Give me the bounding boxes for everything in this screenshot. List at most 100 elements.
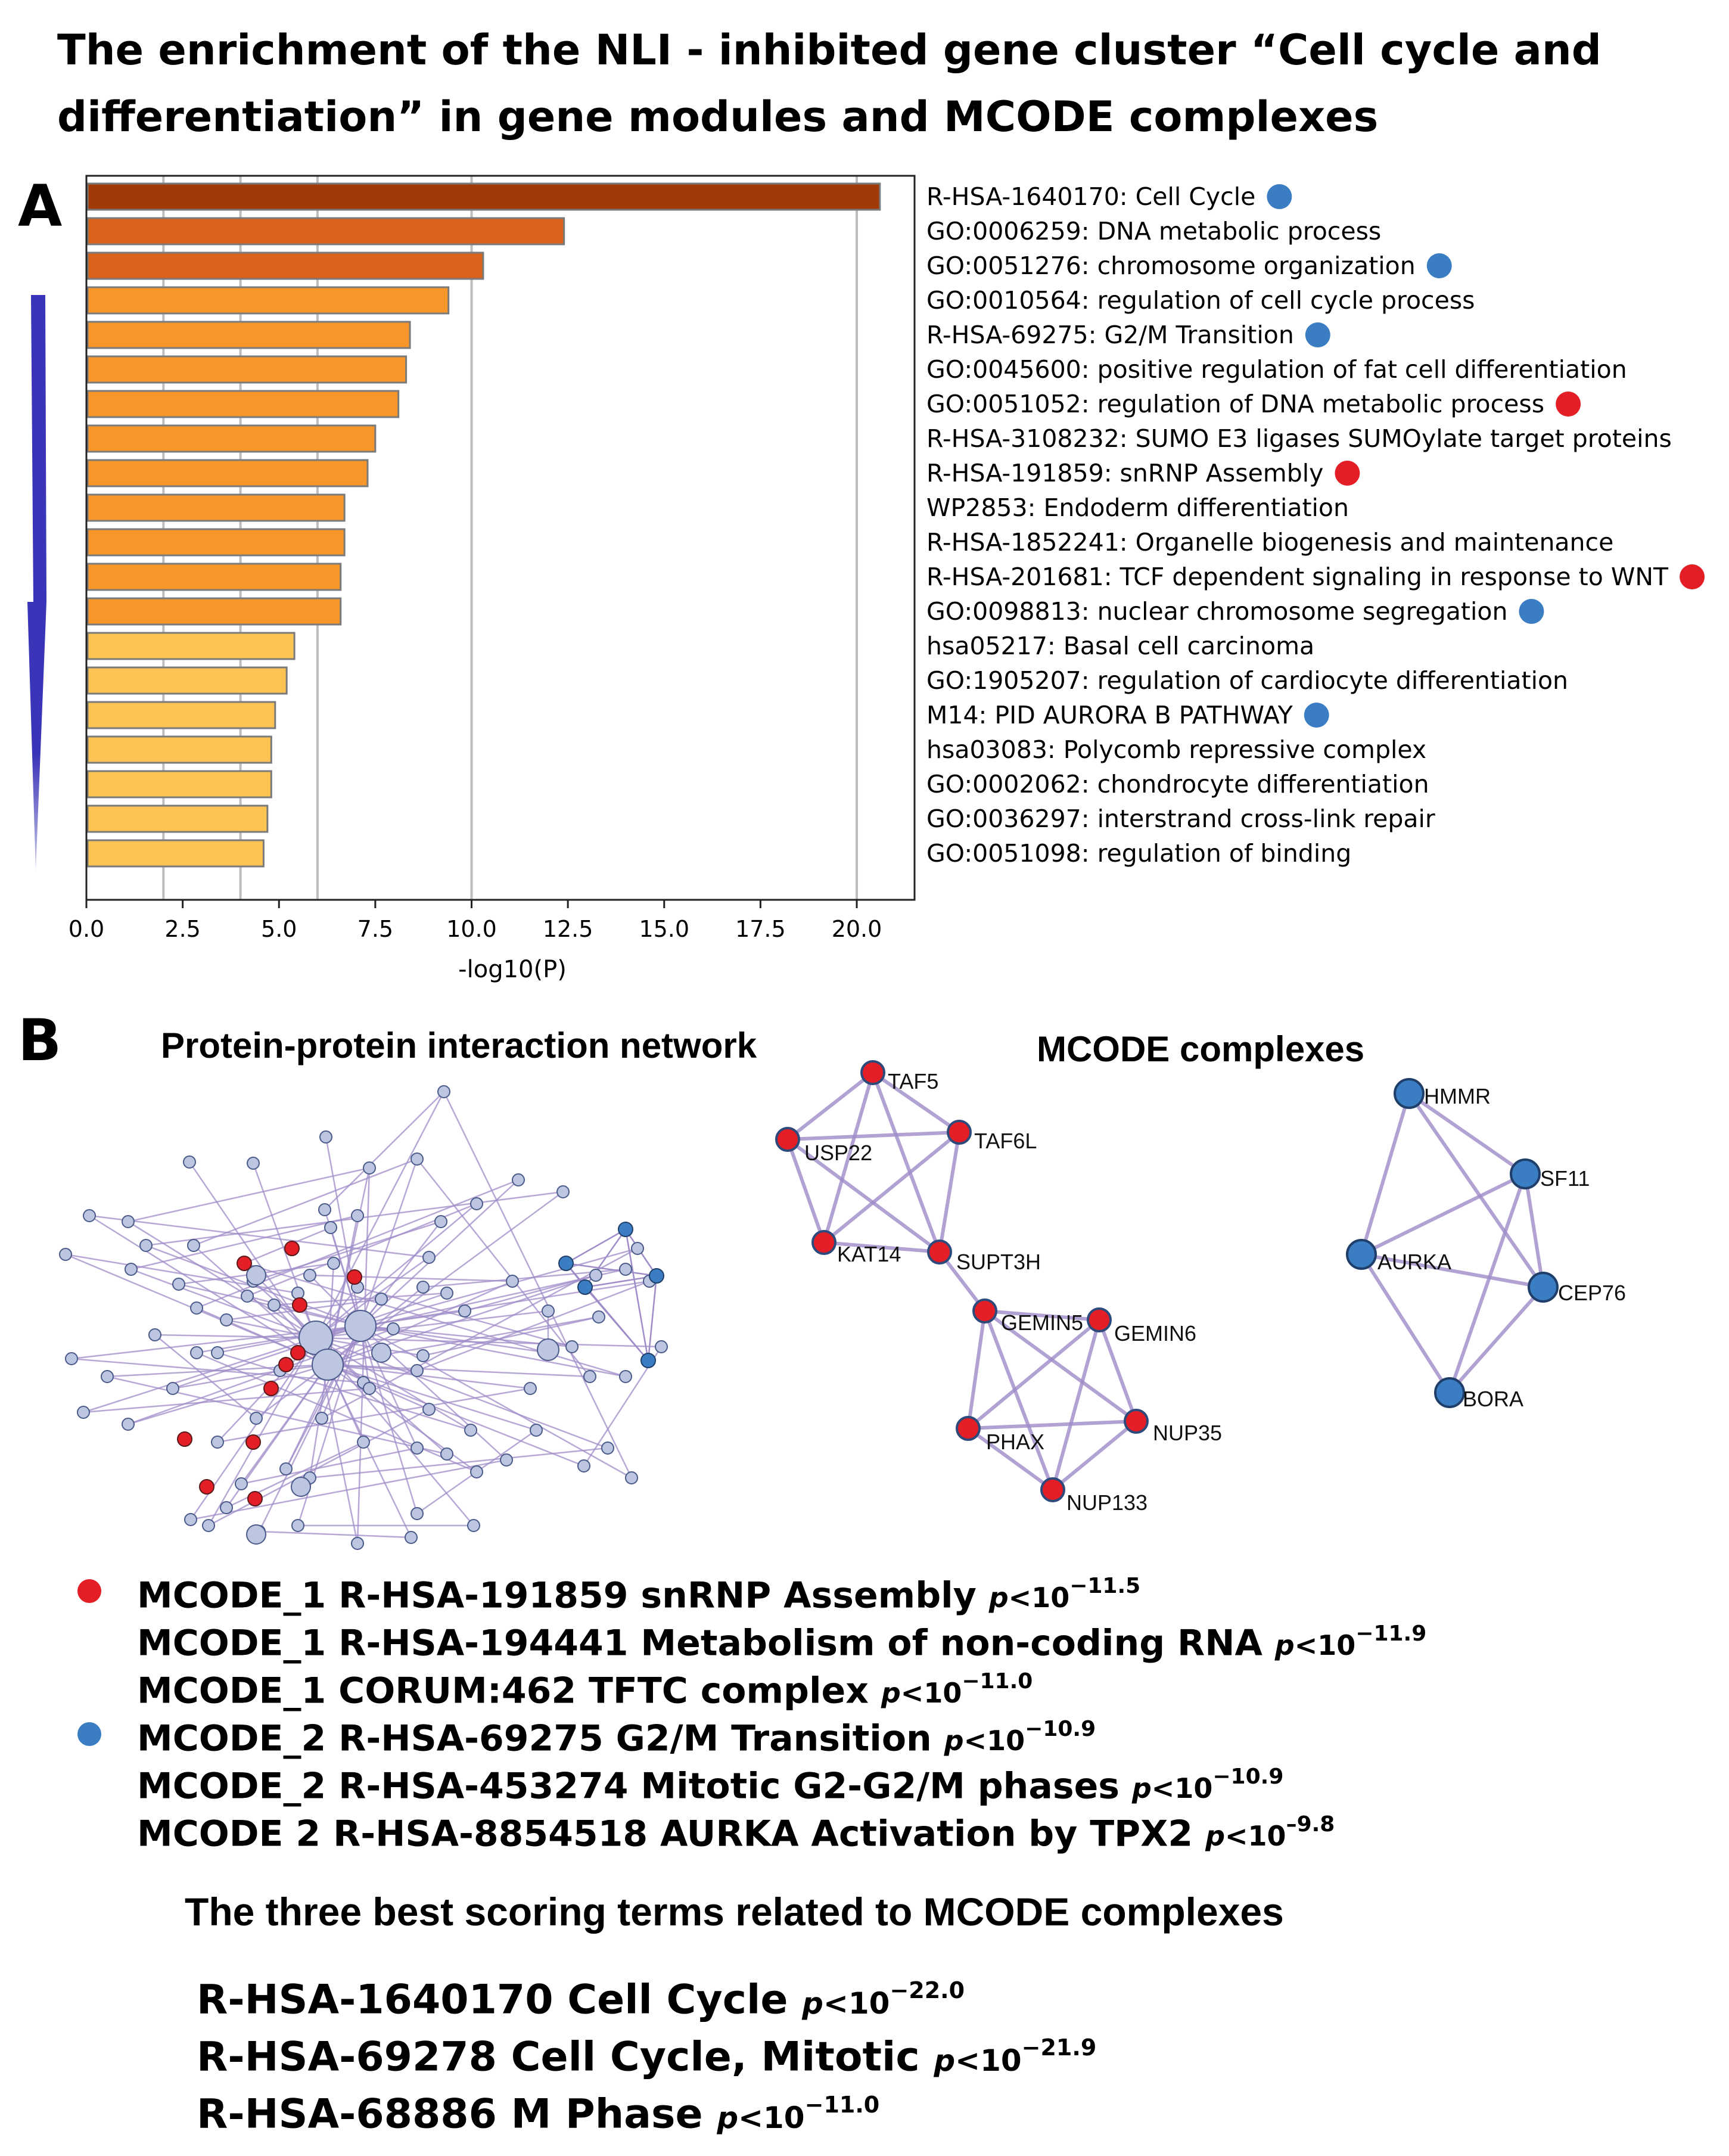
red-complex-dot — [77, 1579, 101, 1603]
ppi-blue-node — [640, 1353, 656, 1368]
ppi-edge — [315, 1203, 477, 1338]
bar — [86, 355, 408, 384]
complex-edge — [1097, 1319, 1138, 1422]
ppi-node — [464, 1424, 477, 1437]
ppi-edge — [327, 1363, 590, 1378]
mcode-complex-2: HMMR SF11 AURKA CEP76 BORA — [1346, 1078, 1626, 1411]
bar — [86, 770, 272, 799]
ppi-node — [291, 1287, 304, 1300]
complex-edge — [984, 1309, 1100, 1322]
term-label: GO:0051098: regulation of binding — [926, 839, 1351, 868]
bar — [86, 286, 450, 315]
p-exponent: −22.0 — [890, 1977, 965, 2003]
complex-node-label: TAF5 — [888, 1069, 938, 1093]
ppi-edge — [422, 1316, 599, 1357]
ppi-edge — [416, 1280, 650, 1372]
ppi-edge — [258, 1325, 362, 1532]
ppi-node — [625, 1471, 638, 1484]
ppi-edge — [327, 1280, 513, 1366]
p-prefix: p< — [1205, 1820, 1248, 1853]
ppi-node — [411, 1442, 424, 1455]
ppi-node — [324, 1221, 337, 1234]
p-prefix: p< — [1131, 1772, 1175, 1805]
ppi-node — [458, 1304, 471, 1318]
x-tick-label: 20.0 — [832, 916, 882, 942]
ppi-node — [291, 1519, 304, 1532]
figure-title: The enrichment of the NLI - inhibited ge… — [57, 17, 1606, 150]
ppi-edge — [359, 1325, 418, 1514]
ppi-edge — [89, 1214, 430, 1259]
x-tick-label: 12.5 — [543, 916, 593, 942]
best-term-text: R-HSA-68886 M Phase — [197, 2090, 703, 2138]
ppi-node — [139, 1239, 153, 1252]
mcode-term-text: MCODE_2 R-HSA-453274 Mitotic G2-G2/M pha… — [137, 1765, 1120, 1807]
ppi-node — [122, 1215, 135, 1228]
ppi-node — [351, 1209, 364, 1222]
ppi-hub-node — [312, 1349, 344, 1381]
ppi-node — [187, 1239, 200, 1252]
ppi-edge — [327, 1363, 584, 1467]
best-term-list: R-HSA-1640170 Cell Cycle p<10−22.0 R-HSA-… — [197, 1967, 1627, 2138]
ppi-node — [422, 1403, 436, 1416]
figure-title-line1: The enrichment of the NLI - inhibited ge… — [57, 26, 1601, 74]
mcode-term-text: MCODE_1 CORUM:462 TFTC complex — [137, 1670, 869, 1712]
complex-edge — [1051, 1319, 1101, 1490]
complex-edge — [871, 1071, 941, 1253]
ppi-node — [500, 1453, 513, 1467]
ppi-node — [65, 1352, 78, 1365]
complex-node-label: SF11 — [1540, 1166, 1590, 1191]
ppi-hub-node — [246, 1524, 266, 1545]
ppi-node — [125, 1263, 138, 1276]
bar — [86, 390, 400, 418]
p-prefix: p< — [934, 2043, 981, 2078]
ppi-blue-node — [649, 1268, 664, 1284]
ppi-node — [190, 1346, 203, 1359]
complex-edge — [1360, 1093, 1411, 1255]
complex-node-label: PHAX — [986, 1430, 1044, 1454]
ppi-node — [190, 1301, 203, 1315]
complex-edge — [787, 1130, 960, 1141]
term-label: R-HSA-1852241: Organelle biogenesis and … — [926, 528, 1613, 557]
ppi-node — [565, 1340, 579, 1353]
complex-edge — [823, 1241, 940, 1254]
best-terms-heading: The three best scoring terms related to … — [185, 1890, 1284, 1934]
ppi-edge — [359, 1325, 418, 1449]
x-axis-label: -log10(P) — [458, 956, 567, 983]
ppi-node — [467, 1519, 480, 1532]
blue-marker-dot — [1426, 253, 1452, 278]
ppi-edge — [83, 1337, 316, 1413]
mcode-term-text: MCODE_1 R-HSA-191859 snRNP Assembly — [137, 1574, 977, 1617]
mcode-term-text: MCODE_2 R-HSA-69275 G2/M Transition — [137, 1717, 932, 1760]
complex-node — [1087, 1307, 1112, 1332]
ppi-node — [83, 1209, 96, 1222]
p-exponent: −21.9 — [1021, 2034, 1097, 2061]
term-label: GO:1905207: regulation of cardiocyte dif… — [926, 666, 1568, 695]
complex-node-label: BORA — [1463, 1387, 1523, 1411]
bar — [86, 804, 269, 833]
blue-marker-dot — [1305, 322, 1330, 347]
red-marker-dot — [1335, 461, 1360, 486]
enrichment-bar-chart: 0.0 2.5 5.0 7.5 10.0 12.5 15.0 17.5 20.0 -log10(… — [27, 175, 1705, 983]
ppi-edge — [647, 1275, 658, 1361]
p-base: 10 — [980, 2043, 1022, 2078]
complex-edge — [1448, 1286, 1545, 1394]
ppi-edge — [624, 1229, 649, 1361]
term-label: GO:0045600: positive regulation of fat c… — [926, 355, 1627, 384]
complex-edge — [822, 1072, 875, 1243]
ppi-node — [440, 1447, 453, 1461]
p-prefix: p< — [944, 1725, 987, 1757]
ppi-edge — [107, 1375, 447, 1455]
ppi-node — [268, 1298, 281, 1312]
complex-node-label: GEMIN6 — [1114, 1321, 1196, 1346]
mcode-complex-1: TAF5 USP22 TAF6L KAT14 SUPT3H GEMIN5 GEMIN6 PHA… — [775, 1060, 1222, 1515]
ppi-node — [411, 1152, 424, 1166]
ppi-edge — [65, 1253, 298, 1294]
ppi-edge — [360, 1325, 626, 1378]
ppi-red-node — [290, 1345, 306, 1360]
p-value: p<10−11.0 — [881, 1669, 1033, 1709]
best-term-row: R-HSA-68886 M Phase p<10−11.0 — [197, 2081, 1627, 2138]
ppi-red-node — [292, 1297, 307, 1313]
complex-node — [956, 1416, 981, 1441]
complex-node-label: NUP133 — [1066, 1490, 1148, 1515]
panel-a-letter: A — [18, 173, 63, 240]
